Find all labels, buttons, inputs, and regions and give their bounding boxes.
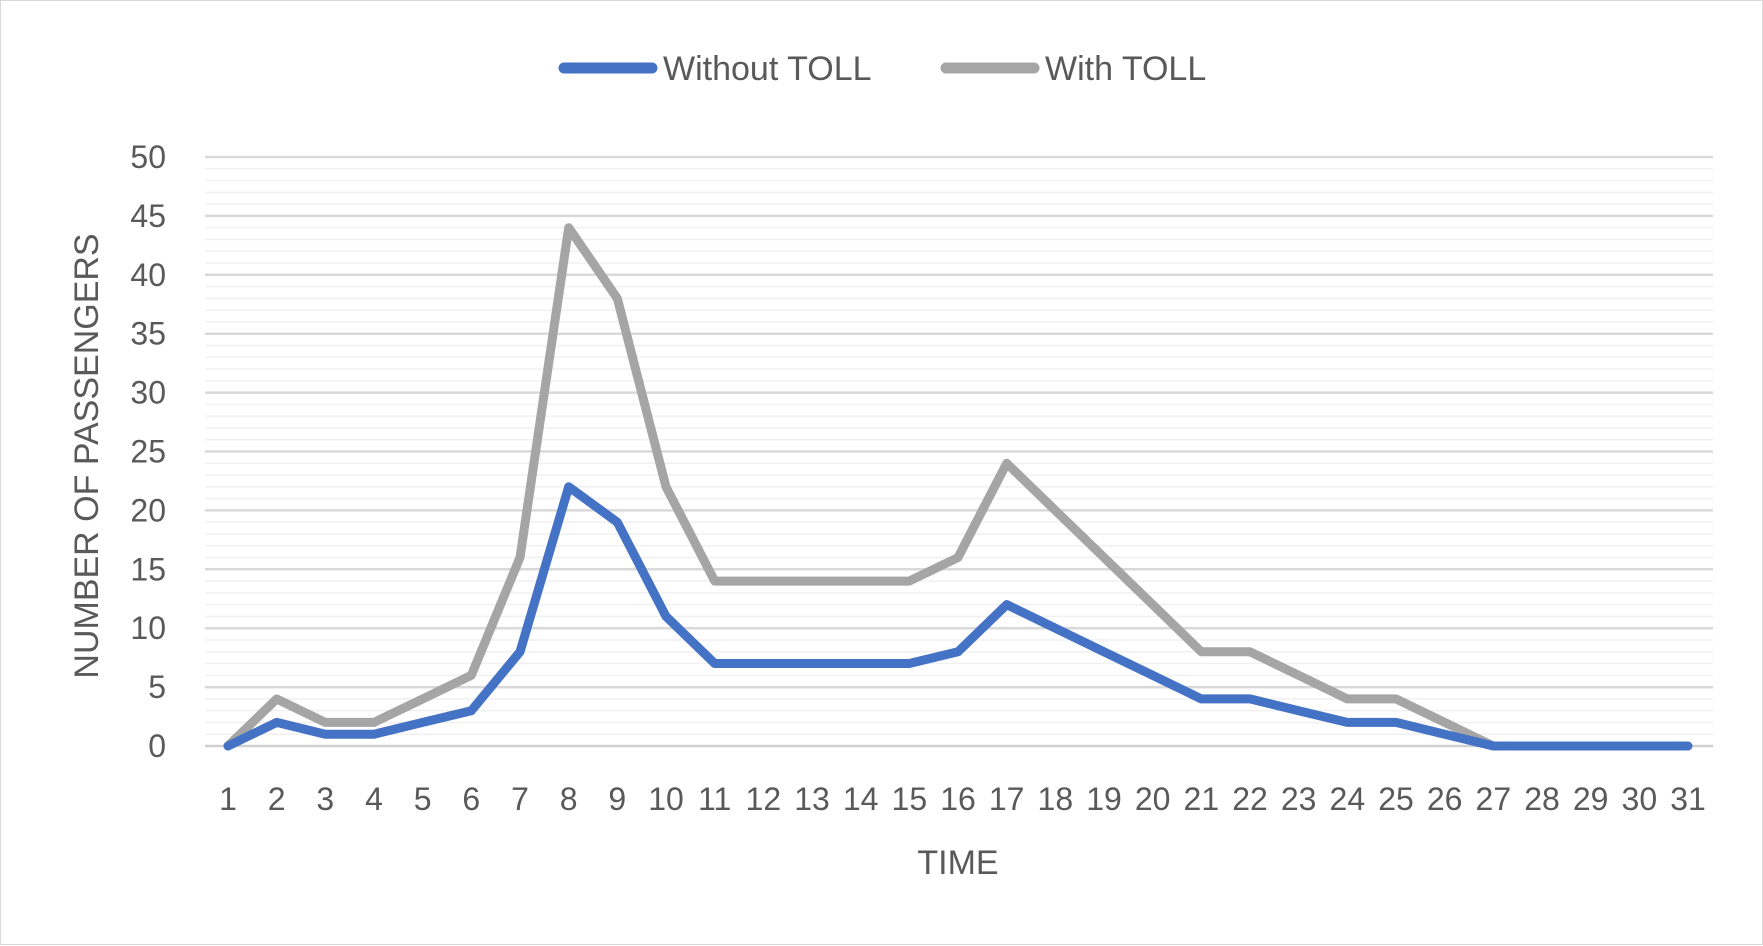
legend: Without TOLL With TOLL <box>558 50 1206 88</box>
x-tick-label: 24 <box>1330 781 1366 817</box>
x-tick-label: 23 <box>1281 781 1317 817</box>
y-axis-tick-labels: 0 5 10 15 20 25 30 35 40 45 50 <box>130 139 166 764</box>
x-tick-label: 8 <box>560 781 578 817</box>
y-tick-label: 10 <box>130 610 166 646</box>
x-tick-label: 4 <box>365 781 383 817</box>
y-tick-label: 40 <box>130 257 166 293</box>
x-tick-label: 19 <box>1086 781 1122 817</box>
x-tick-label: 20 <box>1135 781 1171 817</box>
y-tick-label: 15 <box>130 551 166 587</box>
y-tick-label: 20 <box>130 492 166 528</box>
x-tick-label: 30 <box>1622 781 1658 817</box>
legend-label-without-toll: Without TOLL <box>663 50 872 88</box>
x-tick-label: 12 <box>746 781 782 817</box>
y-tick-label: 5 <box>148 669 166 705</box>
x-tick-label: 3 <box>316 781 334 817</box>
x-tick-label: 13 <box>794 781 830 817</box>
x-tick-label: 27 <box>1476 781 1512 817</box>
y-tick-label: 0 <box>148 728 166 764</box>
y-tick-label: 30 <box>130 375 166 411</box>
x-tick-label: 15 <box>892 781 928 817</box>
y-tick-label: 25 <box>130 434 166 470</box>
x-tick-label: 10 <box>648 781 684 817</box>
x-tick-label: 2 <box>268 781 286 817</box>
x-axis-title: TIME <box>917 844 998 882</box>
x-tick-label: 25 <box>1378 781 1414 817</box>
y-tick-label: 45 <box>130 198 166 234</box>
x-tick-label: 16 <box>940 781 976 817</box>
x-tick-label: 14 <box>843 781 879 817</box>
series-lines <box>223 223 1693 751</box>
x-tick-label: 9 <box>608 781 626 817</box>
x-axis-tick-labels: 1 2 3 4 5 6 7 8 9 10 11 12 13 14 15 16 17 18 19 20 21 22 23 24 2… <box>219 781 1706 817</box>
y-tick-label: 35 <box>130 316 166 352</box>
series-line-without-toll <box>223 482 1693 751</box>
x-tick-label: 26 <box>1427 781 1463 817</box>
x-tick-label: 6 <box>462 781 480 817</box>
x-tick-label: 5 <box>414 781 432 817</box>
x-tick-label: 29 <box>1573 781 1609 817</box>
x-tick-label: 1 <box>219 781 237 817</box>
x-tick-label: 22 <box>1232 781 1268 817</box>
x-tick-label: 11 <box>698 781 731 817</box>
x-tick-label: 31 <box>1670 781 1706 817</box>
x-tick-label: 18 <box>1038 781 1074 817</box>
x-tick-label: 17 <box>989 781 1025 817</box>
y-axis-title: NUMBER OF PASSENGERS <box>68 233 106 678</box>
major-gridlines <box>205 155 1713 748</box>
x-tick-label: 28 <box>1524 781 1560 817</box>
legend-label-with-toll: With TOLL <box>1045 50 1206 88</box>
y-tick-label: 50 <box>130 139 166 175</box>
x-tick-label: 21 <box>1184 781 1220 817</box>
x-tick-label: 7 <box>511 781 529 817</box>
series-line-with-toll <box>223 223 1693 751</box>
